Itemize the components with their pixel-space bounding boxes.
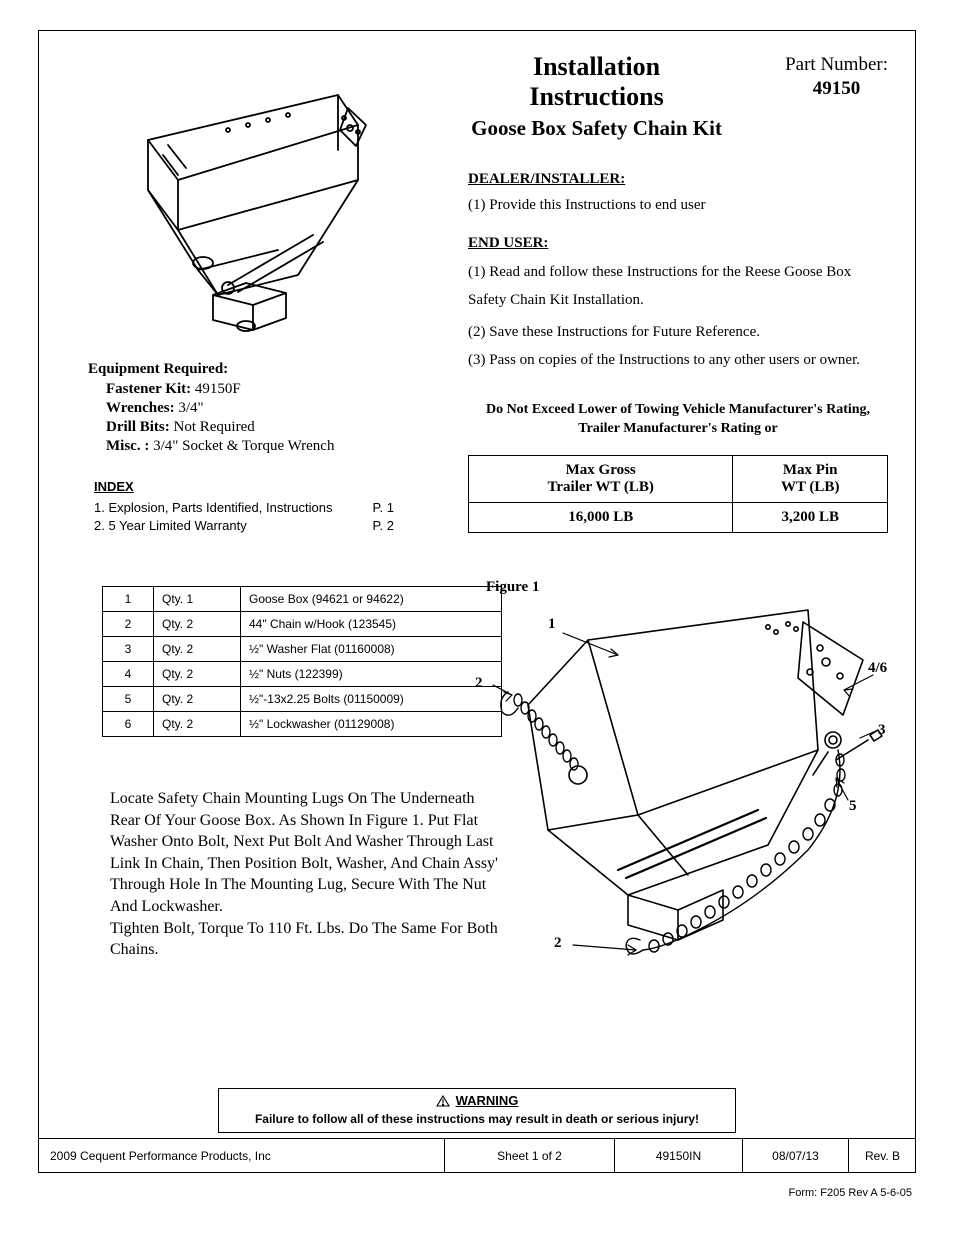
footer-date: 08/07/13 xyxy=(743,1139,849,1173)
table-cell: 4 xyxy=(103,662,154,687)
index-heading: INDEX xyxy=(94,479,448,494)
footer-rev: Rev. B xyxy=(849,1139,916,1173)
equipment-line: Drill Bits: Not Required xyxy=(106,419,448,436)
equipment-line: Wrenches: 3/4" xyxy=(106,400,448,417)
callout-1: 1 xyxy=(548,616,556,633)
part-number-value: 49150 xyxy=(785,78,888,100)
table-row: 3Qty. 2½" Washer Flat (01160008) xyxy=(103,637,502,662)
table-cell: 1 xyxy=(103,587,154,612)
table-row: 6Qty. 2½" Lockwasher (01129008) xyxy=(103,712,502,737)
table-cell: Qty. 2 xyxy=(154,612,241,637)
equipment-line: Misc. : 3/4" Socket & Torque Wrench xyxy=(106,438,448,455)
table-cell: 2 xyxy=(103,612,154,637)
table-cell: Qty. 1 xyxy=(154,587,241,612)
warning-heading: WARNING xyxy=(456,1093,519,1108)
table-cell: Qty. 2 xyxy=(154,662,241,687)
table-cell: Goose Box (94621 or 94622) xyxy=(241,587,502,612)
footer-bar: 2009 Cequent Performance Products, Inc S… xyxy=(38,1138,916,1173)
table-cell: ½" Washer Flat (01160008) xyxy=(241,637,502,662)
rating-note: Do Not Exceed Lower of Towing Vehicle Ma… xyxy=(468,400,888,439)
equipment-line: Fastener Kit: 49150F xyxy=(106,381,448,398)
end-user-step: (1) Read and follow these Instructions f… xyxy=(468,258,888,315)
equipment-required-block: Equipment Required: Fastener Kit: 49150F… xyxy=(88,361,448,455)
table-cell: 5 xyxy=(103,687,154,712)
end-user-step: (3) Pass on copies of the Instructions t… xyxy=(468,349,888,372)
callout-5: 5 xyxy=(849,798,857,815)
index-block: INDEX 1. Explosion, Parts Identified, In… xyxy=(94,479,448,533)
table-cell: Qty. 2 xyxy=(154,712,241,737)
title-product-name: Goose Box Safety Chain Kit xyxy=(468,116,725,141)
callout-3: 3 xyxy=(878,722,886,739)
warning-body: Failure to follow all of these instructi… xyxy=(225,1112,729,1126)
dealer-steps: (1) Provide this Instructions to end use… xyxy=(468,194,888,217)
table-cell: Qty. 2 xyxy=(154,637,241,662)
table-cell: 3 xyxy=(103,637,154,662)
end-user-heading: END USER: xyxy=(468,235,888,252)
table-row: 2Qty. 244" Chain w/Hook (123545) xyxy=(103,612,502,637)
index-line: 2. 5 Year Limited WarrantyP. 2 xyxy=(94,518,394,533)
table-row: 1Qty. 1Goose Box (94621 or 94622) xyxy=(103,587,502,612)
warning-triangle-icon xyxy=(436,1095,450,1110)
part-number-label: Part Number: xyxy=(785,54,888,76)
figure-1-label: Figure 1 xyxy=(486,579,888,596)
weight-header-2: Max PinWT (LB) xyxy=(733,455,888,502)
end-user-step: (2) Save these Instructions for Future R… xyxy=(468,321,888,344)
footer-doc: 49150IN xyxy=(615,1139,743,1173)
weight-table: Max GrossTrailer WT (LB) Max PinWT (LB) … xyxy=(468,455,888,533)
table-cell: 6 xyxy=(103,712,154,737)
table-cell: ½" Nuts (122399) xyxy=(241,662,502,687)
figure-1-drawing: 1 2 4/6 3 5 2 xyxy=(468,600,888,970)
form-note: Form: F205 Rev A 5-6-05 xyxy=(789,1187,913,1199)
weight-header-1: Max GrossTrailer WT (LB) xyxy=(469,455,733,502)
table-cell: ½"-13x2.25 Bolts (01150009) xyxy=(241,687,502,712)
equipment-lines: Fastener Kit: 49150F Wrenches: 3/4" Drill … xyxy=(88,381,448,455)
footer-sheet: Sheet 1 of 2 xyxy=(445,1139,615,1173)
table-cell: Qty. 2 xyxy=(154,687,241,712)
instructions-paragraph: Locate Safety Chain Mounting Lugs On The… xyxy=(110,788,505,961)
callout-2b: 2 xyxy=(554,935,562,952)
weight-value-1: 16,000 LB xyxy=(469,502,733,532)
equipment-heading: Equipment Required: xyxy=(88,361,448,378)
table-row: 5Qty. 2½"-13x2.25 Bolts (01150009) xyxy=(103,687,502,712)
callout-4-6: 4/6 xyxy=(868,660,887,677)
title-installation-instructions: Installation Instructions xyxy=(468,52,725,112)
footer-copyright: 2009 Cequent Performance Products, Inc xyxy=(38,1139,445,1173)
dealer-step: (1) Provide this Instructions to end use… xyxy=(468,194,888,217)
parts-list-table: 1Qty. 1Goose Box (94621 or 94622)2Qty. 2… xyxy=(102,586,502,737)
table-cell: ½" Lockwasher (01129008) xyxy=(241,712,502,737)
warning-box: WARNING Failure to follow all of these i… xyxy=(218,1088,736,1133)
end-user-steps: (1) Read and follow these Instructions f… xyxy=(468,258,888,372)
table-cell: 44" Chain w/Hook (123545) xyxy=(241,612,502,637)
dealer-heading: DEALER/INSTALLER: xyxy=(468,171,888,188)
table-row: 4Qty. 2½" Nuts (122399) xyxy=(103,662,502,687)
index-line: 1. Explosion, Parts Identified, Instruct… xyxy=(94,500,394,515)
goose-box-isometric-drawing xyxy=(88,70,448,345)
weight-value-2: 3,200 LB xyxy=(733,502,888,532)
